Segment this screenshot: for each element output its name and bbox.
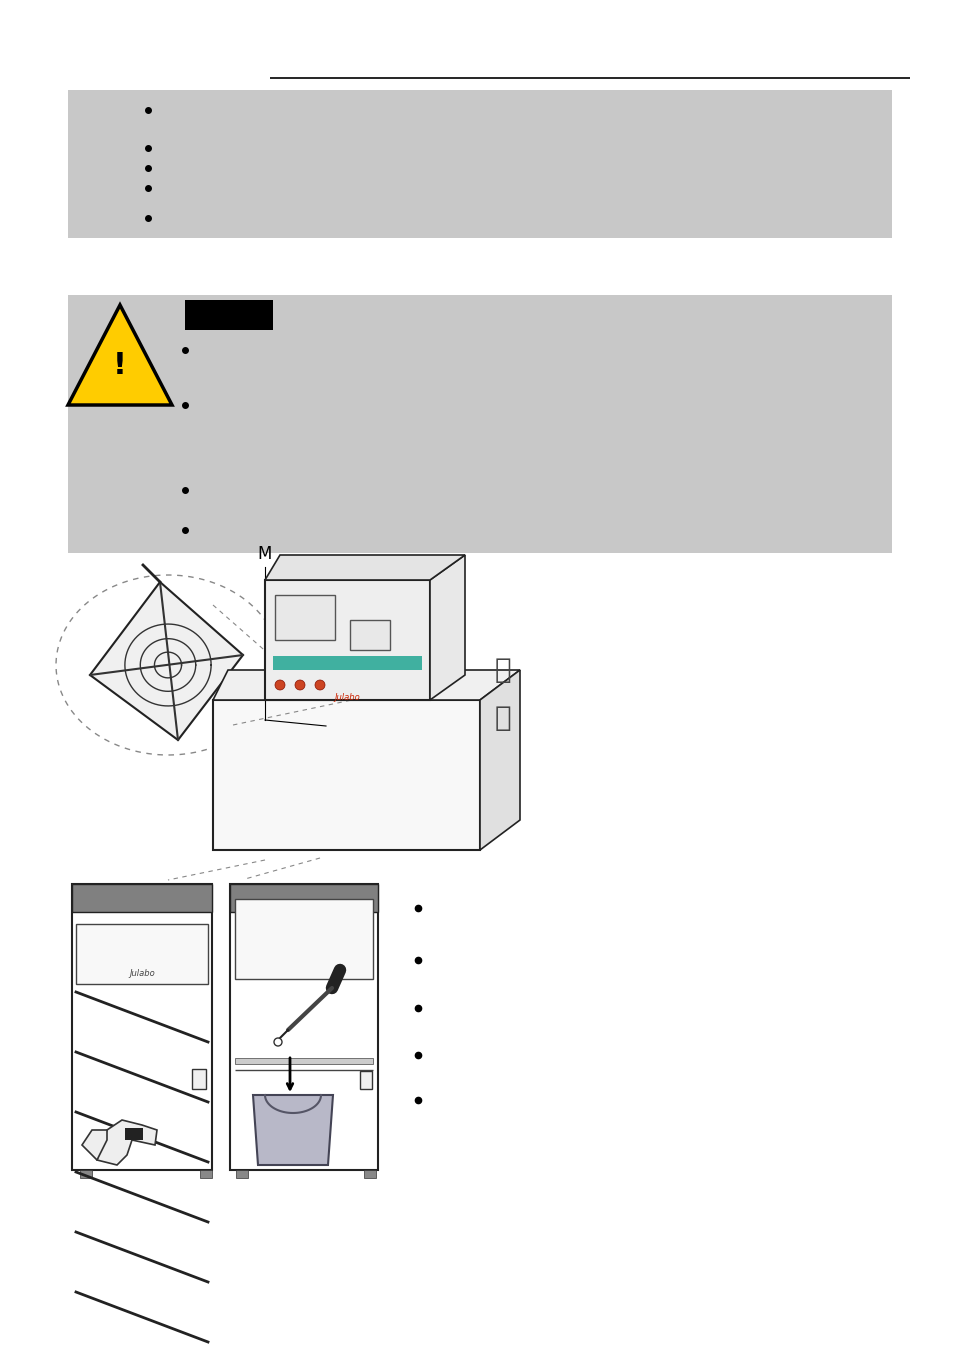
Bar bbox=[230, 884, 377, 912]
Polygon shape bbox=[479, 670, 519, 850]
Bar bbox=[125, 1128, 143, 1140]
Polygon shape bbox=[97, 1120, 157, 1165]
Polygon shape bbox=[430, 555, 464, 700]
Bar bbox=[71, 884, 212, 1170]
Polygon shape bbox=[265, 555, 464, 580]
Polygon shape bbox=[90, 582, 243, 740]
Polygon shape bbox=[82, 1129, 107, 1161]
Bar bbox=[185, 300, 273, 330]
Bar bbox=[274, 594, 335, 640]
Bar bbox=[200, 1170, 212, 1178]
Text: Julabo: Julabo bbox=[334, 693, 359, 703]
Text: Julabo: Julabo bbox=[129, 970, 154, 978]
Bar bbox=[280, 671, 395, 694]
Bar bbox=[265, 580, 430, 700]
Bar bbox=[235, 1170, 248, 1178]
Bar bbox=[68, 91, 891, 238]
Bar bbox=[192, 1069, 206, 1089]
Circle shape bbox=[274, 680, 285, 690]
Bar bbox=[350, 620, 390, 650]
Bar bbox=[230, 884, 377, 1170]
Text: !: ! bbox=[113, 350, 127, 380]
Bar bbox=[359, 1071, 372, 1089]
Circle shape bbox=[274, 1038, 282, 1046]
Circle shape bbox=[314, 680, 325, 690]
Bar bbox=[68, 295, 891, 553]
Bar bbox=[213, 700, 479, 850]
Bar bbox=[76, 924, 208, 984]
Circle shape bbox=[294, 680, 305, 690]
Bar bbox=[273, 657, 421, 670]
Text: M: M bbox=[257, 544, 272, 563]
Bar bbox=[80, 1170, 91, 1178]
Bar bbox=[71, 884, 212, 912]
Polygon shape bbox=[68, 305, 172, 405]
Polygon shape bbox=[213, 670, 519, 700]
Bar bbox=[71, 884, 212, 912]
Polygon shape bbox=[253, 1096, 333, 1165]
Text: ⓘ: ⓘ bbox=[495, 704, 511, 732]
Bar bbox=[364, 1170, 375, 1178]
Text: ⓘ: ⓘ bbox=[495, 657, 511, 684]
Bar bbox=[234, 898, 373, 979]
Bar bbox=[234, 1058, 373, 1065]
